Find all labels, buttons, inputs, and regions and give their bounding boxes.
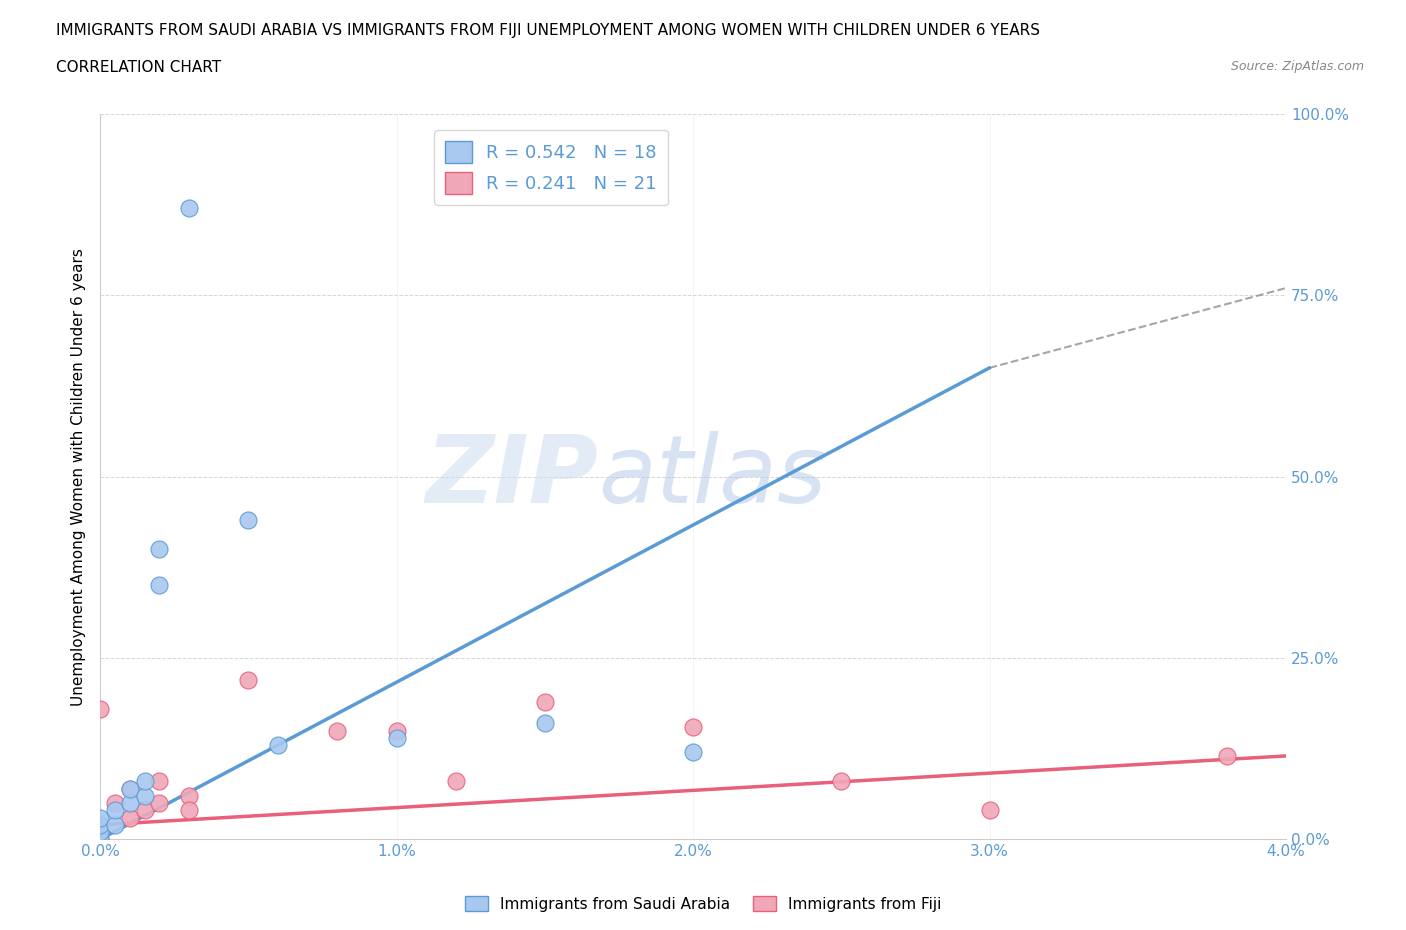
Point — [89, 825, 111, 840]
Point — [177, 803, 200, 817]
Point — [89, 832, 111, 847]
Point — [979, 803, 1001, 817]
Point — [89, 817, 111, 832]
Point — [444, 774, 467, 789]
Text: Source: ZipAtlas.com: Source: ZipAtlas.com — [1230, 60, 1364, 73]
Point — [1215, 749, 1237, 764]
Text: ZIP: ZIP — [425, 431, 598, 523]
Point — [326, 724, 349, 738]
Point — [134, 774, 156, 789]
Point — [89, 825, 111, 840]
Point — [89, 832, 111, 847]
Point — [148, 542, 170, 557]
Legend: Immigrants from Saudi Arabia, Immigrants from Fiji: Immigrants from Saudi Arabia, Immigrants… — [458, 889, 948, 918]
Point — [89, 701, 111, 716]
Point — [118, 796, 141, 811]
Point — [118, 810, 141, 825]
Point — [533, 716, 555, 731]
Text: atlas: atlas — [598, 432, 827, 522]
Point — [177, 201, 200, 216]
Point — [682, 720, 704, 735]
Point — [104, 796, 127, 811]
Point — [89, 810, 111, 825]
Point — [830, 774, 852, 789]
Point — [134, 789, 156, 804]
Point — [104, 803, 127, 817]
Point — [682, 745, 704, 760]
Text: IMMIGRANTS FROM SAUDI ARABIA VS IMMIGRANTS FROM FIJI UNEMPLOYMENT AMONG WOMEN WI: IMMIGRANTS FROM SAUDI ARABIA VS IMMIGRAN… — [56, 23, 1040, 38]
Text: CORRELATION CHART: CORRELATION CHART — [56, 60, 221, 75]
Y-axis label: Unemployment Among Women with Children Under 6 years: Unemployment Among Women with Children U… — [72, 247, 86, 706]
Point — [238, 672, 260, 687]
Point — [385, 730, 408, 745]
Point — [118, 781, 141, 796]
Legend: R = 0.542   N = 18, R = 0.241   N = 21: R = 0.542 N = 18, R = 0.241 N = 21 — [434, 130, 668, 205]
Point — [267, 737, 290, 752]
Point — [118, 781, 141, 796]
Point — [104, 817, 127, 832]
Point — [148, 774, 170, 789]
Point — [134, 803, 156, 817]
Point — [385, 724, 408, 738]
Point — [148, 578, 170, 593]
Point — [148, 796, 170, 811]
Point — [533, 694, 555, 709]
Point — [238, 512, 260, 527]
Point — [177, 789, 200, 804]
Point — [89, 817, 111, 832]
